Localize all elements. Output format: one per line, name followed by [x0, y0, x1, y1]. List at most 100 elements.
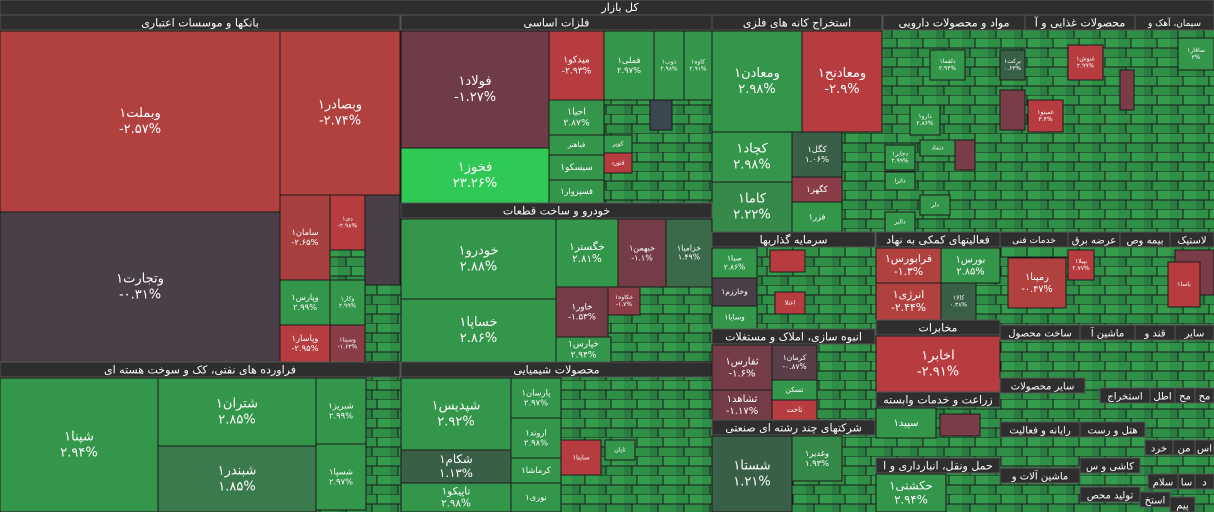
stock-change: ۲.۹۷% — [617, 65, 641, 75]
stock-name: وسینا۱ — [339, 336, 356, 343]
stock-name: خگستر۱ — [569, 240, 605, 253]
stock-name: فولاد۱ — [458, 74, 491, 89]
stock-name: سامان۱ — [291, 227, 318, 237]
stock-change: -۲.۴۴% — [891, 301, 926, 314]
stock-tile — [801, 30, 883, 133]
minor-sector-name: سلام — [1153, 478, 1174, 489]
stock-tile — [711, 344, 773, 391]
stock-change: ۲.۸۸% — [460, 259, 497, 274]
minor-sector-name: ماشین آ — [1090, 327, 1124, 340]
stock-tile — [791, 131, 843, 178]
stock-tile — [771, 344, 818, 381]
sector-name: مخابرات — [919, 322, 958, 335]
stock-change: ۲.۹۸% — [524, 438, 548, 448]
stock-name: فزر۱ — [808, 212, 825, 222]
stock-tile — [791, 435, 843, 482]
stock-tile — [607, 286, 641, 316]
stock-tile — [711, 435, 793, 512]
stock-change: ۱.۱۳% — [439, 466, 473, 480]
minor-sector-name: اطل — [1153, 392, 1171, 403]
stock-name: خساپا۱ — [459, 315, 497, 330]
stock-name: رمپنا۱ — [1025, 272, 1049, 283]
stock-change: -۱.۱۷% — [726, 406, 758, 417]
stock-change: ۲.۹۷% — [329, 477, 353, 487]
stock-change: ۱.۴۹% — [678, 253, 700, 262]
stock-tile — [548, 154, 605, 181]
stock-name: بپیلا۱ — [1075, 258, 1087, 265]
minor-sector-name: مح — [1179, 392, 1191, 403]
stock-name: فنورد — [611, 160, 624, 167]
stock-tile — [329, 194, 366, 251]
stock-name: فسپزوار۱ — [560, 186, 593, 196]
stock-tile — [157, 377, 317, 447]
stock-name: باسا۱ — [1177, 281, 1191, 288]
minor-sector-name: پیم — [1176, 501, 1189, 512]
stock-change: ۲.۹۴% — [571, 350, 597, 360]
stock-tile — [603, 30, 655, 101]
stock-tile — [875, 407, 937, 439]
stock-tile — [1007, 257, 1067, 309]
stock-name: نوری۱ — [525, 492, 547, 502]
stock-name: دتماد — [931, 145, 944, 152]
minor-sector-name: استخراج — [1107, 392, 1142, 403]
stock-name: دلقما۱ — [939, 58, 955, 65]
stock-name: سیسکو۱ — [560, 163, 592, 173]
stock-change: ۲.۹۴% — [894, 493, 928, 507]
sector-name: حمل ونقل، انبارداری و ا — [883, 460, 993, 473]
sector-header — [711, 231, 876, 248]
stock-change: ۰.۳۸% — [950, 302, 968, 309]
stock-tile — [555, 218, 619, 288]
sector-header — [1134, 14, 1214, 31]
stock-tile — [1067, 249, 1095, 281]
stock-tile — [279, 279, 331, 326]
stock-tile — [909, 104, 941, 136]
minor-sector-name: استخ — [1145, 496, 1166, 507]
stock-change: ۲.۸۱% — [572, 253, 602, 265]
stock-name: کرماشا۱ — [521, 465, 551, 475]
stock-change: -۱.۶% — [728, 369, 755, 380]
stock-change: -۰.۸۷% — [782, 362, 806, 371]
stock-tile — [279, 30, 401, 196]
stock-name: پارسان۱ — [522, 388, 552, 398]
stock-tile — [555, 336, 612, 363]
filler-tile — [954, 139, 976, 171]
stock-name: ومعادن۱ — [734, 66, 780, 81]
stock-name: فباهنر — [567, 140, 586, 149]
stock-change: -۰.۳۱% — [119, 287, 161, 302]
stock-tile — [329, 279, 366, 326]
minor-sector-header — [999, 467, 1081, 484]
minor-sector-name: من — [1178, 444, 1191, 455]
minor-sector-name: لاستیک — [1177, 236, 1206, 247]
stock-change: ۲.۹۹% — [891, 158, 909, 165]
stock-name: شستا۱ — [733, 459, 770, 474]
stock-change: ۲.۸۶% — [916, 120, 934, 127]
stock-name: کرمان۱ — [783, 353, 807, 362]
stock-name: دی۱ — [342, 215, 353, 222]
stock-name: وغدیر۱ — [805, 448, 829, 458]
stock-tile — [555, 286, 609, 338]
stock-name: شکام۱ — [439, 452, 473, 466]
stock-change: -۱.۷% — [616, 301, 633, 308]
sector-name: فلزات اساسی — [524, 17, 590, 30]
stock-change: ۱.۰۶% — [805, 154, 829, 164]
stock-tile — [884, 171, 916, 191]
stock-tile — [315, 377, 367, 445]
stock-change: ۲.۸۵% — [218, 412, 255, 427]
stock-change: -۱.۲۷% — [454, 90, 496, 105]
stock-tile — [999, 49, 1026, 81]
stock-name: فخوز۱ — [458, 160, 493, 175]
stock-change: ۳% — [1192, 54, 1201, 61]
stock-change: ۲.۹۴% — [60, 445, 97, 460]
stock-change: ۲.۹۱% — [689, 66, 707, 73]
stock-tile — [1167, 261, 1201, 308]
stock-name: وکار۱ — [341, 295, 355, 302]
stock-tile — [279, 194, 331, 281]
stock-name: تسکن — [786, 385, 804, 394]
stock-name: ومعادنح۱ — [818, 66, 866, 81]
stock-tile — [0, 377, 159, 512]
stock-name: وبصادر۱ — [318, 98, 362, 113]
stock-change: ۲.۷۷% — [1072, 265, 1090, 272]
stock-change: ۲.۸۷% — [563, 118, 590, 129]
minor-sector-header — [1194, 439, 1214, 456]
